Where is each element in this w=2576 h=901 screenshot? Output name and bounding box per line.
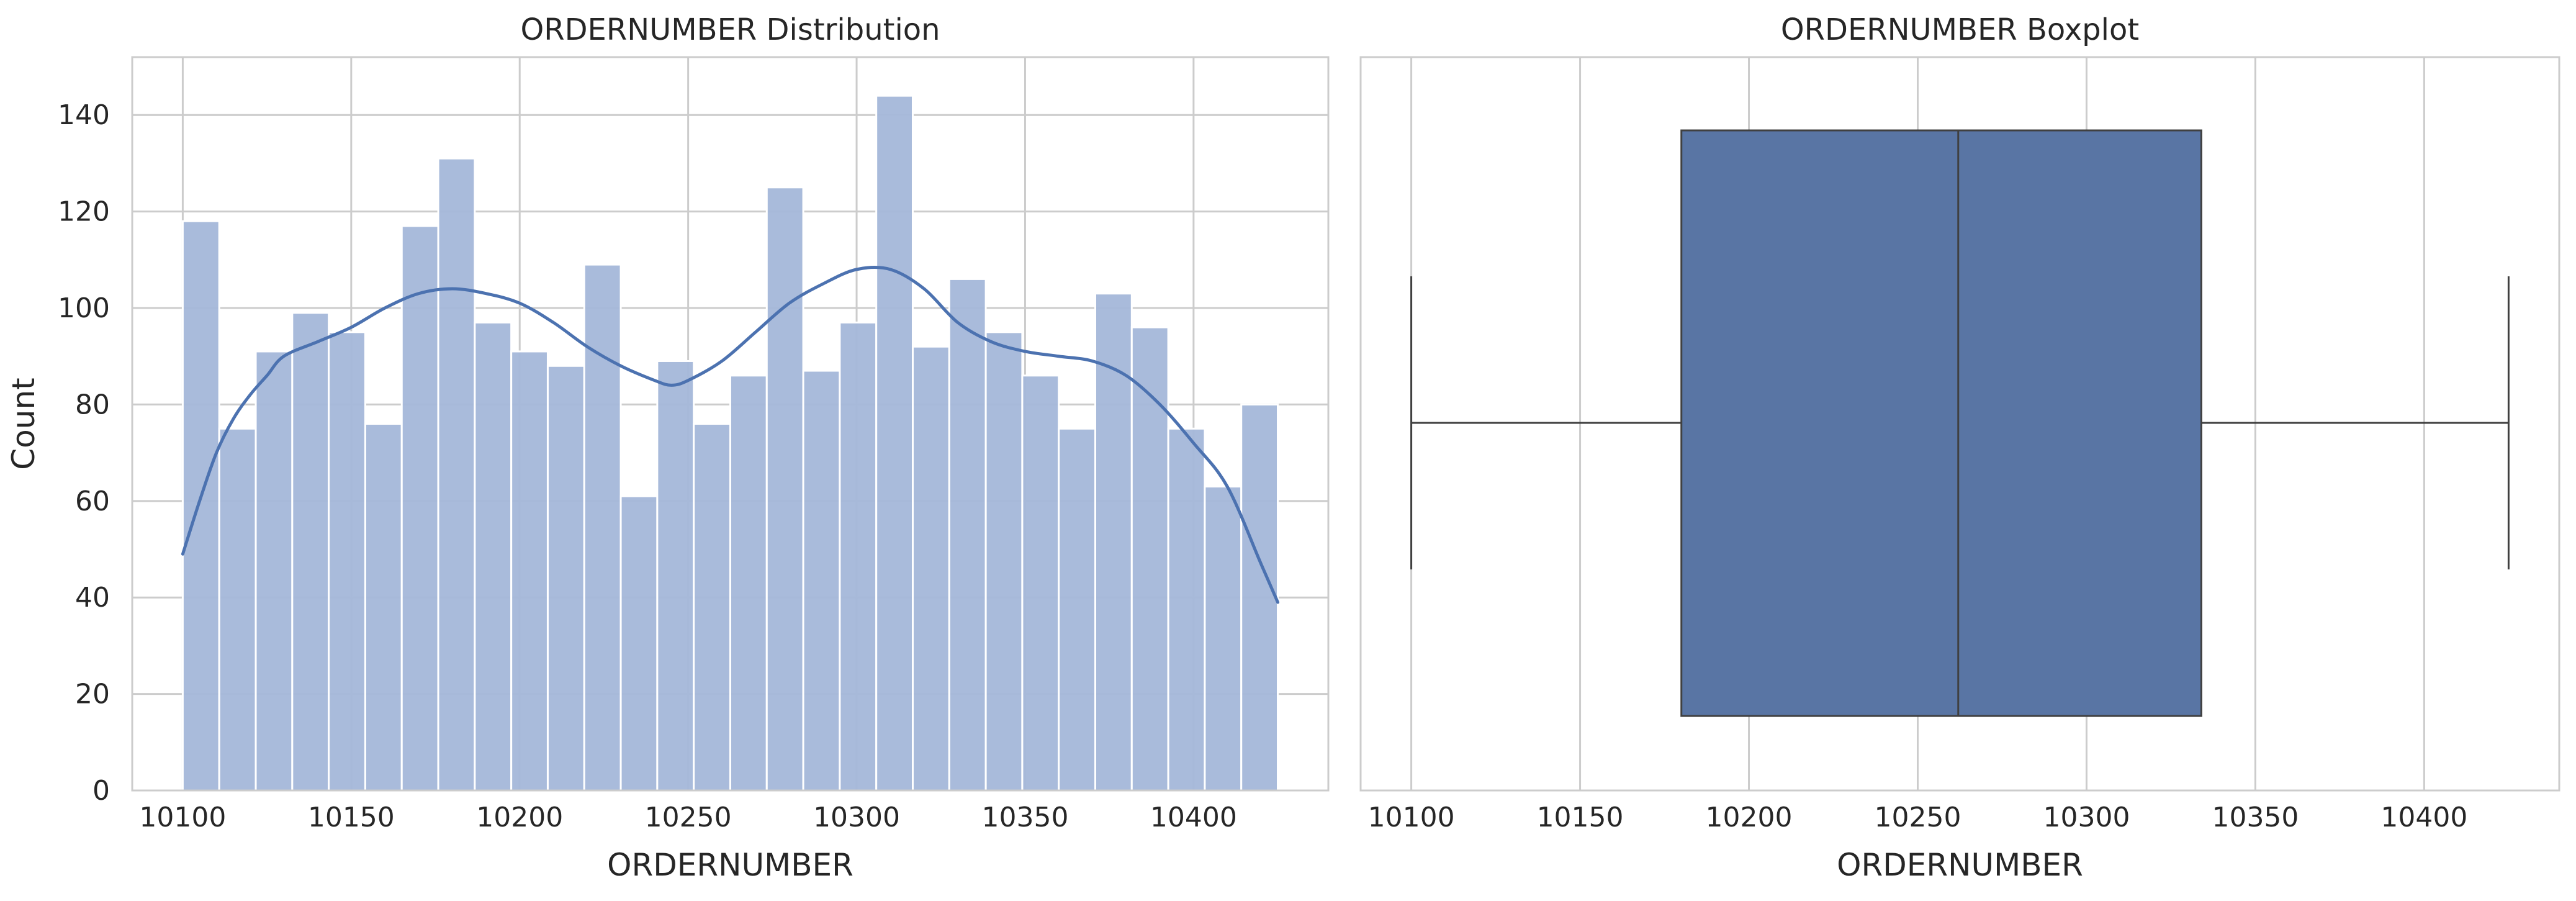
histogram-y-tick-label: 120 — [58, 196, 110, 228]
kde-curve — [181, 265, 1280, 604]
histogram-bars — [181, 94, 1279, 792]
histogram-x-tick-label: 10150 — [308, 802, 395, 833]
histogram-y-tick-label: 100 — [58, 292, 110, 324]
histogram-bar — [328, 331, 366, 792]
histogram-y-label: Count — [6, 378, 42, 470]
histogram-x-tick-label: 10300 — [813, 802, 900, 833]
histogram-bar — [839, 321, 878, 792]
histogram-bar — [400, 225, 439, 792]
histogram-bar — [254, 350, 294, 792]
boxplot-box — [1680, 129, 2202, 717]
histogram-bar — [437, 157, 476, 792]
histogram-bar — [1204, 486, 1243, 792]
boxplot-title: ORDERNUMBER Boxplot — [1781, 12, 2139, 47]
boxplot-x-tick-label: 10300 — [2043, 802, 2130, 833]
boxplot-x-tick-label: 10200 — [1706, 802, 1793, 833]
histogram-bar — [948, 278, 987, 792]
histogram-bar — [291, 312, 330, 792]
histogram-y-tick-label: 40 — [75, 582, 110, 613]
histogram-bar — [1058, 427, 1097, 792]
boxplot-x-tick-label: 10350 — [2212, 802, 2299, 833]
histogram-y-ticks: 0 20 40 60 80 100 120 140 — [58, 99, 110, 807]
histogram-bar — [802, 369, 841, 792]
histogram-frame — [131, 56, 1330, 792]
histogram-bar — [765, 186, 804, 792]
histogram-bar — [218, 427, 257, 792]
boxplot-x-label: ORDERNUMBER — [1837, 847, 2083, 883]
histogram-y-tick-label: 80 — [75, 389, 110, 420]
histogram-y-tick-label: 0 — [92, 775, 110, 807]
histogram-bar — [181, 220, 220, 792]
histogram-bar — [546, 364, 585, 792]
histogram-bar — [875, 94, 914, 792]
histogram-bar — [1167, 427, 1206, 792]
histogram-x-label: ORDERNUMBER — [607, 847, 853, 883]
histogram-title: ORDERNUMBER Distribution — [520, 12, 940, 47]
histogram-bar — [1021, 374, 1060, 792]
histogram-x-tick-label: 10100 — [139, 802, 226, 833]
boxplot-x-tick-label: 10250 — [1875, 802, 1961, 833]
histogram-bar — [693, 423, 731, 792]
histogram-bar — [583, 263, 622, 792]
histogram-y-tick-label: 140 — [58, 99, 110, 131]
boxplot-frame — [1359, 56, 2560, 792]
boxplot-panel: 10100 10150 10200 10250 10300 10350 10400 ORDE… — [1359, 12, 2560, 883]
histogram-x-tick-label: 10250 — [645, 802, 732, 833]
histogram-bar — [1130, 326, 1169, 792]
histogram-bar — [911, 345, 950, 792]
histogram-bar — [984, 331, 1024, 792]
histogram-bar — [729, 374, 768, 792]
histogram-bar — [364, 423, 403, 792]
histogram-x-tick-label: 10400 — [1150, 802, 1237, 833]
boxplot-x-tick-label: 10150 — [1537, 802, 1624, 833]
histogram-y-tick-label: 20 — [75, 679, 110, 710]
histogram-bar — [510, 350, 549, 792]
histogram-y-tick-label: 60 — [75, 486, 110, 517]
histogram-x-tick-label: 10350 — [981, 802, 1068, 833]
histogram-bar — [1240, 403, 1279, 792]
histogram-x-ticks: 10100 10150 10200 10250 10300 10350 10400 — [139, 802, 1236, 833]
histogram-bar — [656, 360, 695, 792]
boxplot-x-tick-label: 10400 — [2380, 802, 2467, 833]
boxplot-x-ticks: 10100 10150 10200 10250 10300 10350 10400 — [1368, 802, 2468, 833]
histogram-bar — [619, 495, 659, 792]
histogram-bar — [474, 321, 513, 792]
boxplot-x-tick-label: 10100 — [1368, 802, 1455, 833]
histogram-panel: 10100 10150 10200 10250 10300 10350 10400 0 20 4… — [6, 12, 1330, 883]
histogram-x-tick-label: 10200 — [476, 802, 563, 833]
